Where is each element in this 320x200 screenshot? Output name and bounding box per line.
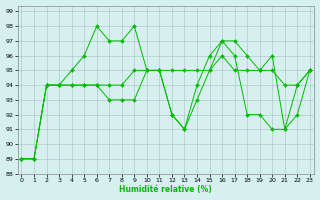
- X-axis label: Humidité relative (%): Humidité relative (%): [119, 185, 212, 194]
